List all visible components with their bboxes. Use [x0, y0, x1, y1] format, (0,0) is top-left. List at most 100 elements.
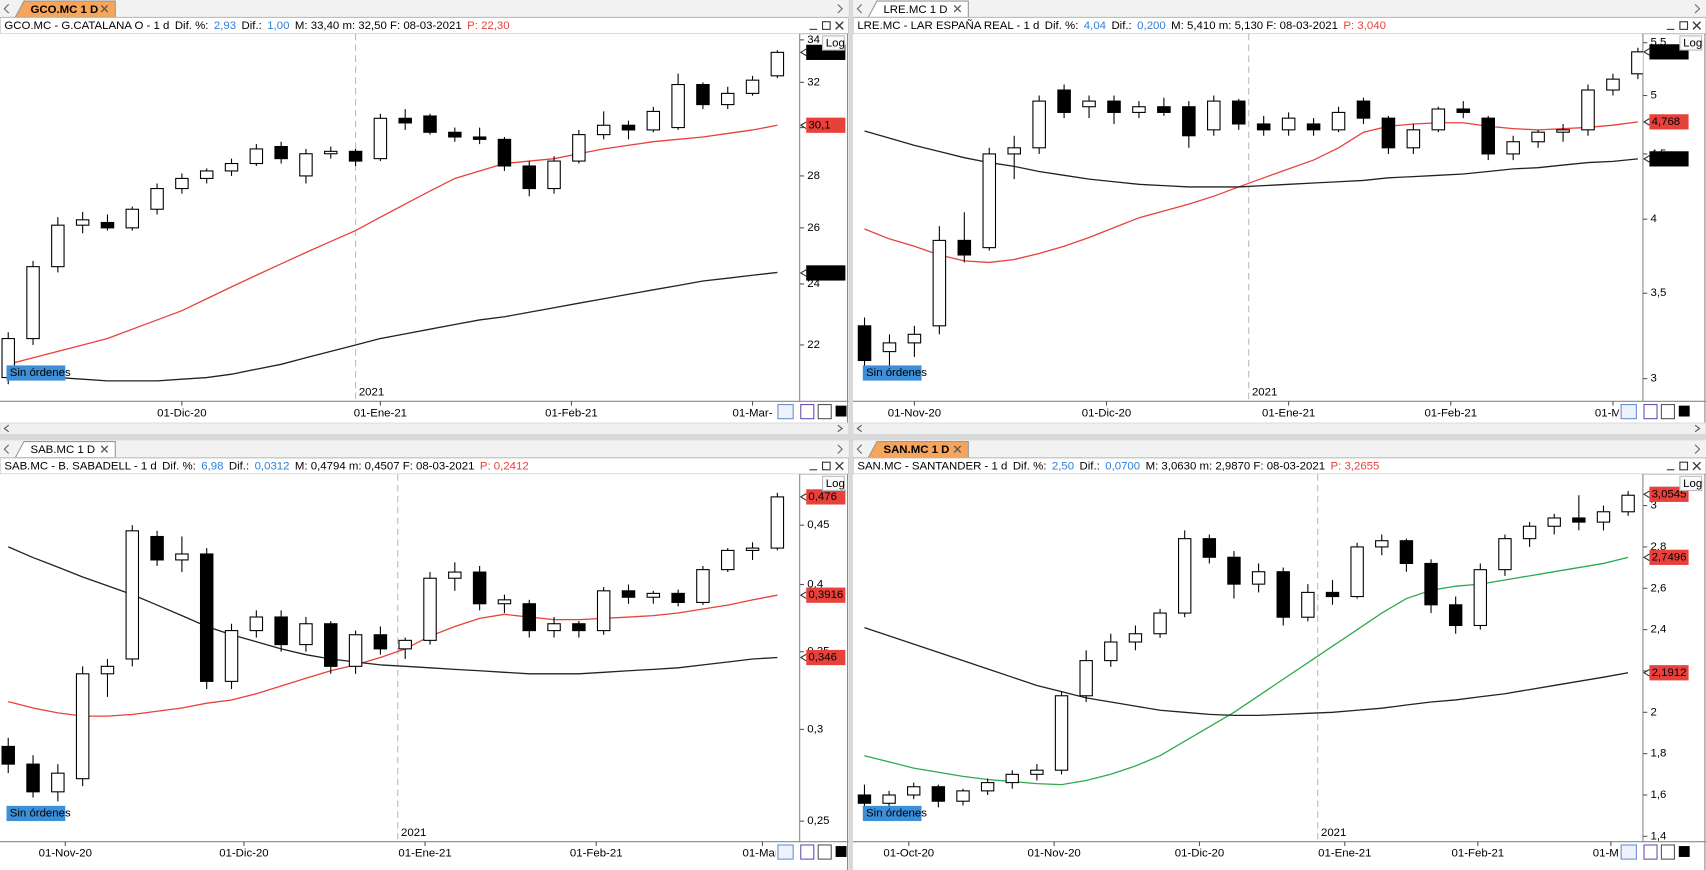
window-maximize[interactable]	[1679, 461, 1689, 471]
scrollbar[interactable]	[852, 422, 1706, 436]
chart-panel: SAN.MC 1 D SAN.MC - SANTANDER - 1 d Dif. %…	[852, 440, 1706, 870]
tab-scroll-left[interactable]	[856, 444, 863, 454]
candle-body	[547, 160, 561, 190]
x-tick-label: 01-Feb-21	[570, 848, 623, 860]
price-tag	[1649, 665, 1689, 681]
tool-icon[interactable]	[1620, 404, 1637, 420]
candle-body	[75, 219, 90, 226]
tab-scroll-right[interactable]	[837, 3, 843, 14]
tab-scroll-left[interactable]	[3, 444, 10, 454]
tool-icon[interactable]	[835, 846, 847, 857]
window-close[interactable]	[835, 21, 844, 30]
price-tag-label: 3,0545	[1652, 488, 1687, 500]
tool-icon[interactable]	[1660, 844, 1675, 860]
candle-body	[299, 623, 313, 646]
tool-icon[interactable]	[777, 844, 794, 860]
scroll-right[interactable]	[1694, 424, 1701, 433]
scrollbar[interactable]	[0, 422, 850, 436]
year-label: 2021	[1252, 387, 1277, 399]
log-button-label: Log	[1683, 478, 1702, 490]
y-tick-label: 5	[1651, 90, 1657, 102]
log-button[interactable]	[1679, 35, 1703, 51]
price-tag-label: 0,476	[808, 491, 837, 503]
price-tag-arrow	[1642, 118, 1650, 126]
tab-close[interactable]	[953, 445, 962, 453]
tab-scroll-left[interactable]	[856, 3, 863, 14]
plot-content	[857, 491, 1635, 812]
tool-icon[interactable]	[835, 405, 847, 417]
tool-icon[interactable]	[1678, 405, 1690, 417]
candle-body	[1350, 546, 1364, 598]
header-text: GCO.MC - G.CATALANA O - 1 d Dif. %: 2,93 Di…	[4, 20, 509, 32]
tab-scroll-right[interactable]	[1694, 444, 1701, 454]
orders-badge	[6, 805, 66, 822]
scroll-left[interactable]	[856, 424, 863, 433]
tool-icon[interactable]	[817, 404, 832, 420]
window-maximize[interactable]	[821, 461, 831, 471]
tab-label: SAB.MC 1 D	[30, 444, 95, 456]
tool-icon[interactable]	[800, 844, 815, 860]
price-tag	[806, 649, 846, 666]
header-segment: 2,93	[214, 20, 236, 32]
candle-body	[224, 630, 239, 682]
header-segment: 0,200	[1137, 20, 1166, 32]
x-tick-label: 01-Nov-20	[1027, 848, 1080, 860]
tool-icon[interactable]	[1643, 404, 1658, 420]
header-segment: SAN.MC - SANTANDER - 1 d	[857, 461, 1007, 473]
chart-panel: SAB.MC 1 D SAB.MC - B. SABADELL - 1 d Dif.…	[0, 440, 850, 870]
price-tag	[806, 117, 846, 133]
window-close[interactable]	[835, 461, 844, 471]
tab-close[interactable]	[100, 445, 109, 453]
candle-body	[547, 623, 561, 632]
price-tag-label: 5,41	[1652, 46, 1674, 58]
tab-scroll-right[interactable]	[1694, 3, 1701, 14]
tool-icon[interactable]	[1660, 404, 1675, 420]
log-button-label: Log	[826, 478, 845, 490]
y-tick-label: 24	[807, 278, 820, 290]
tool-icon[interactable]	[1620, 844, 1637, 860]
candle-body	[671, 592, 685, 603]
y-tick-label: 2,6	[1651, 582, 1667, 594]
y-tick-label: 1,4	[1651, 830, 1668, 842]
tool-icon[interactable]	[817, 844, 832, 860]
candle-body	[423, 115, 437, 133]
orders-badge	[862, 805, 922, 822]
scroll-right[interactable]	[837, 424, 844, 433]
tab-scroll-left[interactable]	[3, 3, 10, 14]
scroll-left[interactable]	[3, 424, 10, 433]
log-button[interactable]	[1679, 475, 1703, 492]
log-button[interactable]	[821, 35, 845, 51]
tool-icon[interactable]	[800, 404, 815, 420]
candle-body	[125, 530, 140, 660]
candle-body	[1356, 100, 1371, 119]
tab-close[interactable]	[100, 4, 109, 13]
header-segment: Dif. %:	[1045, 20, 1079, 32]
candle-body	[1621, 494, 1635, 513]
tab-close[interactable]	[953, 4, 962, 13]
tool-icon[interactable]	[1678, 846, 1690, 857]
candle-body	[125, 208, 140, 229]
tool-icon[interactable]	[777, 404, 794, 420]
window-close[interactable]	[1692, 21, 1702, 30]
window-maximize[interactable]	[1679, 21, 1689, 30]
candle-body	[150, 535, 164, 561]
moving-average	[8, 124, 778, 365]
candle-body	[199, 553, 214, 682]
candle-body	[621, 124, 636, 131]
tab-scroll-right[interactable]	[837, 444, 843, 454]
window-maximize[interactable]	[821, 21, 831, 30]
tool-icon[interactable]	[1643, 844, 1658, 860]
candle-body	[249, 148, 264, 165]
candle-body	[100, 665, 115, 675]
log-button[interactable]	[821, 475, 845, 492]
candle-body	[745, 547, 760, 551]
candle-body	[1153, 612, 1167, 635]
price-tag	[806, 587, 846, 603]
candle-body	[1281, 117, 1296, 131]
candle-body	[1276, 571, 1290, 618]
candle-body	[1498, 538, 1512, 571]
candle-body	[75, 673, 90, 780]
candle-body	[1202, 538, 1217, 558]
candle-body	[572, 134, 586, 162]
window-close[interactable]	[1692, 461, 1702, 471]
